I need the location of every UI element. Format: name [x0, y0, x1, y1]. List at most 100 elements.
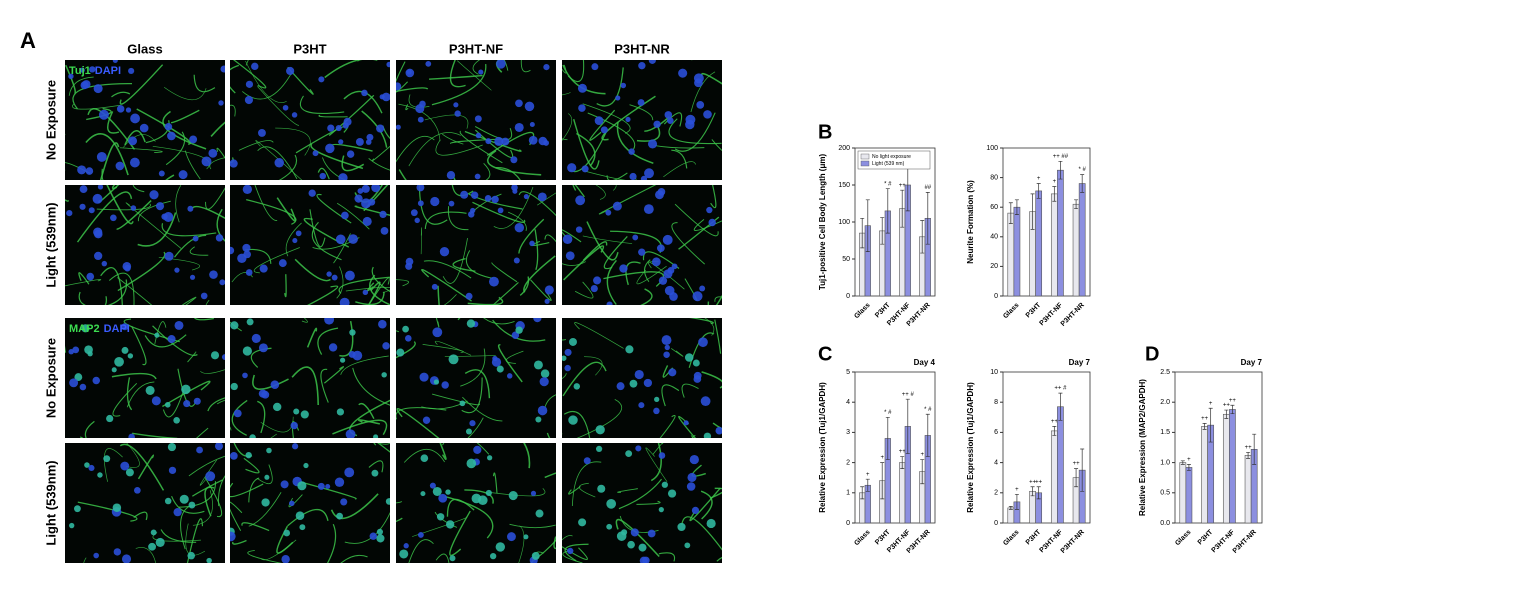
micrograph — [65, 318, 225, 438]
nucleus — [703, 110, 712, 119]
nucleus — [635, 445, 642, 452]
significance-marker: ++ ## — [1053, 154, 1069, 160]
nucleus — [376, 124, 385, 133]
nucleus — [485, 138, 492, 145]
y-tick-label: 2.0 — [1160, 399, 1170, 406]
nucleus — [403, 543, 409, 549]
neurite — [467, 417, 484, 438]
nucleus — [113, 548, 122, 556]
nucleus — [441, 381, 449, 389]
error-bar — [1058, 392, 1063, 421]
nucleus — [703, 432, 712, 438]
neurite — [423, 260, 472, 279]
nucleus — [192, 235, 199, 242]
nucleus — [167, 335, 176, 344]
nucleus — [638, 543, 647, 552]
nucleus — [643, 378, 653, 388]
nucleus — [648, 60, 656, 64]
nucleus — [79, 383, 87, 391]
nucleus — [129, 157, 140, 168]
nucleus — [562, 234, 573, 245]
nucleus — [432, 486, 442, 496]
nucleus — [537, 405, 548, 416]
neurite — [457, 60, 492, 91]
neurite — [253, 247, 300, 274]
neurite — [189, 246, 209, 256]
neurite — [716, 557, 722, 562]
nucleus — [475, 132, 482, 139]
neurite — [368, 281, 381, 305]
micrograph-bg — [65, 185, 225, 305]
nucleus — [417, 200, 424, 207]
neurite — [287, 508, 329, 527]
error-bar — [1014, 199, 1019, 215]
neurite — [579, 482, 596, 498]
nucleus — [125, 107, 132, 113]
micrograph — [230, 318, 390, 438]
neurite — [336, 202, 370, 230]
y-tick-label: 5 — [846, 369, 850, 376]
nucleus — [687, 472, 697, 482]
neurite — [612, 185, 617, 191]
neurite — [136, 108, 191, 145]
x-tick-label: Glass — [853, 302, 872, 321]
nucleus — [578, 104, 586, 112]
significance-marker: ++ — [1245, 445, 1253, 451]
x-tick-label: P3HT-NR — [1060, 529, 1086, 555]
neurite — [373, 443, 390, 453]
nucleus — [261, 498, 270, 507]
neurite — [162, 389, 185, 418]
significance-marker: ## — [924, 185, 931, 191]
neurite — [184, 150, 201, 180]
neurite — [435, 318, 440, 328]
neurite — [576, 399, 622, 438]
x-tick-label: Glass — [853, 529, 872, 548]
nucleus — [92, 193, 103, 204]
error-bar — [920, 220, 925, 254]
nucleus — [348, 234, 358, 244]
neurite — [431, 393, 481, 406]
nucleus — [513, 257, 520, 264]
nucleus — [661, 481, 669, 488]
error-bar — [880, 462, 885, 500]
neurite — [645, 447, 668, 482]
neurite — [544, 394, 556, 408]
neurite — [111, 91, 131, 98]
y-axis-label: Relative Expression (MAP2/GAPDH) — [1138, 379, 1147, 516]
neurite — [191, 479, 224, 497]
nucleus — [230, 382, 238, 391]
y-tick-label: 0 — [994, 520, 998, 527]
nucleus — [93, 84, 103, 94]
neurite — [232, 60, 267, 89]
neurite — [396, 517, 403, 523]
nucleus — [218, 100, 224, 106]
neurite — [276, 197, 296, 222]
neurite — [185, 523, 206, 556]
micrograph — [562, 185, 722, 305]
nucleus — [564, 348, 572, 356]
neurite — [474, 129, 514, 159]
neurite — [65, 64, 76, 94]
nucleus — [581, 165, 589, 173]
nucleus — [438, 493, 448, 503]
nucleus — [122, 262, 132, 271]
neurite — [659, 415, 676, 438]
neurite — [196, 427, 209, 438]
nucleus — [326, 271, 332, 277]
nucleus — [485, 489, 492, 496]
nucleus — [115, 161, 125, 171]
neurite — [658, 552, 676, 562]
neurite — [247, 549, 282, 563]
neurite — [562, 64, 567, 74]
nucleus — [515, 326, 523, 334]
nucleus — [593, 276, 602, 285]
neurite — [534, 229, 539, 270]
nucleus — [352, 350, 363, 361]
neurite — [452, 257, 476, 272]
neurite — [492, 472, 498, 494]
nucleus — [242, 243, 251, 253]
bar — [1072, 203, 1080, 297]
nucleus — [154, 332, 160, 338]
nucleus — [406, 69, 412, 75]
nucleus — [245, 451, 252, 459]
